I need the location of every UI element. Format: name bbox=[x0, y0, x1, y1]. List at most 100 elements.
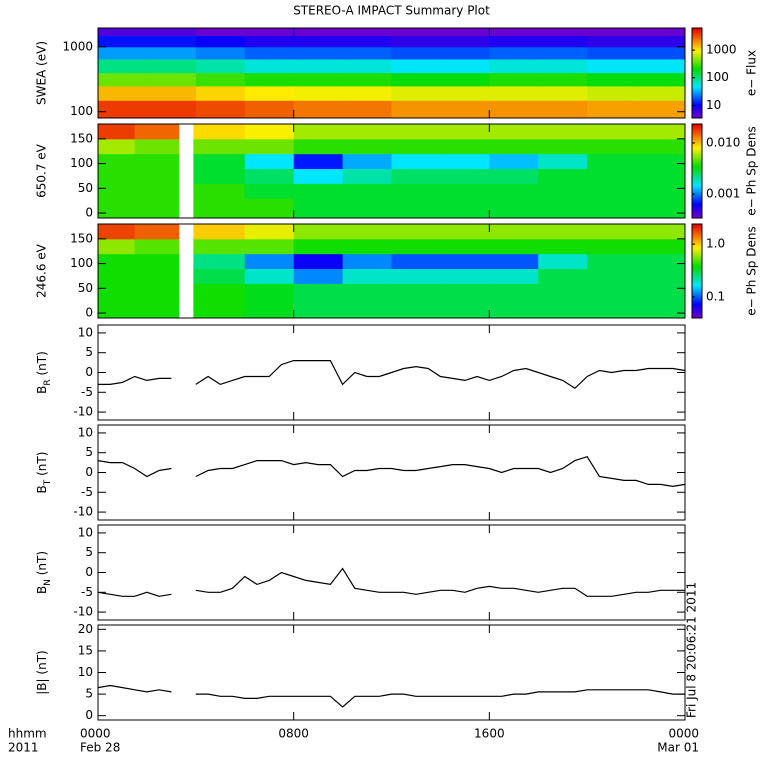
heatmap-cell bbox=[293, 153, 344, 170]
date-label: Mar 01 bbox=[657, 741, 699, 755]
heatmap-cell bbox=[193, 168, 246, 184]
heatmap-cell bbox=[293, 138, 344, 155]
colorbar-segment bbox=[692, 260, 702, 263]
colorbar-frame bbox=[691, 27, 703, 119]
colorbar-segment bbox=[692, 277, 702, 280]
heatmap-cell bbox=[293, 283, 344, 299]
colorbar-segment bbox=[692, 199, 702, 202]
heatmap-cell bbox=[440, 85, 490, 101]
colorbar-segment bbox=[692, 242, 702, 245]
y-tick-label: 100 bbox=[70, 156, 93, 170]
heatmap-cell bbox=[98, 72, 148, 87]
heatmap-cell bbox=[244, 168, 295, 184]
colorbar-segment bbox=[692, 302, 702, 305]
heatmap-cell bbox=[244, 58, 295, 74]
colorbar-segment bbox=[692, 183, 702, 186]
heatmap-cell bbox=[587, 72, 637, 87]
heatmap-cell bbox=[342, 100, 392, 119]
colorbar-tick-label: 100 bbox=[706, 70, 729, 84]
colorbar-segment bbox=[692, 266, 702, 269]
heatmap-cell bbox=[587, 224, 637, 240]
colorbar-segment bbox=[692, 300, 702, 303]
colorbar-segment bbox=[692, 131, 702, 134]
heatmap-cell bbox=[636, 168, 686, 184]
colorbar-segment bbox=[692, 261, 702, 264]
heatmap-cell bbox=[193, 183, 246, 199]
heatmap-cell bbox=[587, 58, 637, 74]
heatmap-cell bbox=[195, 72, 246, 87]
heatmap-cell bbox=[489, 283, 539, 299]
date-label: Feb 28 bbox=[80, 741, 120, 755]
colorbar-segment bbox=[692, 167, 702, 170]
heatmap-cell bbox=[134, 268, 180, 284]
y-tick-label: 150 bbox=[70, 131, 93, 145]
y-tick-label: 0 bbox=[85, 306, 93, 320]
heatmap-cell bbox=[391, 138, 441, 155]
heatmap-cell bbox=[342, 268, 392, 284]
y-tick-label: 5 bbox=[85, 545, 93, 559]
colorbar-segment bbox=[692, 76, 702, 78]
colorbar-segment bbox=[692, 171, 702, 174]
y-tick-label: 0 bbox=[85, 365, 93, 379]
colorbar-segment bbox=[692, 305, 702, 308]
colorbar-segment bbox=[692, 97, 702, 99]
heatmap-cell bbox=[98, 268, 136, 284]
heatmap-cell bbox=[538, 153, 588, 170]
heatmap-cell bbox=[244, 253, 295, 270]
colorbar-segment bbox=[692, 92, 702, 95]
heatmap-cell bbox=[134, 183, 180, 199]
colorbar-segment bbox=[692, 160, 702, 163]
y-tick-label: 10 bbox=[78, 665, 93, 679]
colorbar-segment bbox=[692, 216, 702, 219]
colorbar-segment bbox=[692, 43, 702, 45]
heatmap-cell bbox=[440, 46, 490, 60]
colorbar-segment bbox=[692, 153, 702, 156]
colorbar-segment bbox=[692, 112, 702, 114]
colorbar-segment bbox=[692, 208, 702, 211]
heatmap-cell bbox=[489, 253, 539, 270]
colorbar-segment bbox=[692, 264, 702, 267]
colorbar-segment bbox=[692, 130, 702, 133]
colorbar-segment bbox=[692, 174, 702, 177]
heatmap-cell bbox=[636, 153, 686, 170]
colorbar-segment bbox=[692, 134, 702, 138]
colorbar-segment bbox=[692, 272, 702, 275]
colorbar-segment bbox=[692, 31, 702, 33]
heatmap-cell bbox=[538, 198, 588, 219]
colorbar-segment bbox=[692, 281, 702, 285]
heatmap-cell bbox=[489, 100, 539, 119]
heatmap-cell bbox=[391, 35, 441, 48]
heatmap-cell bbox=[391, 58, 441, 74]
heatmap-cell bbox=[587, 168, 637, 184]
colorbar-segment bbox=[692, 280, 702, 283]
heatmap-cell bbox=[636, 283, 686, 299]
colorbar-segment bbox=[692, 180, 702, 183]
heatmap-cell bbox=[636, 238, 686, 255]
y-axis-label-part: (nT) bbox=[35, 351, 49, 379]
colorbar-segment bbox=[692, 29, 702, 32]
heatmap-cell bbox=[391, 168, 441, 184]
colorbar-segment bbox=[692, 296, 702, 299]
heatmap-cell bbox=[538, 183, 588, 199]
colorbar-segment bbox=[692, 139, 702, 142]
heatmap-cell bbox=[293, 238, 344, 255]
colorbar-segment bbox=[692, 224, 702, 227]
heatmap-cell bbox=[538, 46, 588, 60]
y-axis-label: BT (nT) bbox=[35, 452, 53, 494]
colorbar-segment bbox=[692, 156, 702, 159]
heatmap-cell bbox=[293, 85, 344, 101]
heatmap-cell bbox=[146, 28, 197, 36]
panel-frame bbox=[97, 223, 686, 319]
heatmap-cell bbox=[636, 183, 686, 199]
heatmap-cell bbox=[244, 124, 295, 140]
heatmap-cell bbox=[587, 85, 637, 101]
data-line bbox=[97, 460, 172, 478]
colorbar-segment bbox=[692, 144, 702, 147]
colorbar-segment bbox=[692, 172, 702, 175]
heatmap-cell bbox=[587, 100, 637, 119]
colorbar-segment bbox=[692, 163, 702, 166]
heatmap-cell bbox=[244, 46, 295, 60]
colorbar-segment bbox=[692, 38, 702, 41]
data-line bbox=[97, 684, 172, 693]
colorbar-segment bbox=[692, 77, 702, 80]
